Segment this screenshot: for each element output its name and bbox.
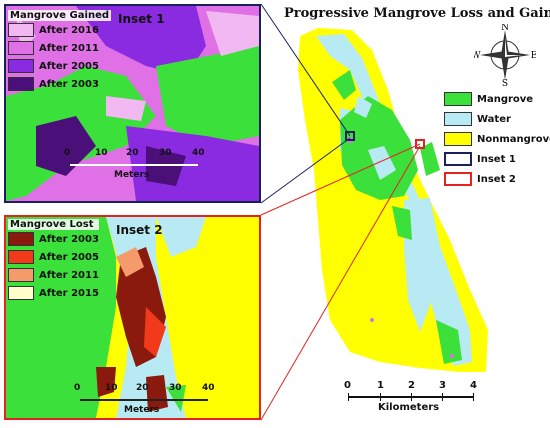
legend-item: Water — [444, 110, 550, 128]
inset2-panel: Inset 2 Mangrove Lost After 2003 After 20… — [4, 215, 261, 420]
legend-item: Nonmangrove — [444, 130, 550, 148]
main-legend: Mangrove Water Nonmangrove Inset 1 Inset 2 — [444, 90, 550, 190]
compass-e: E — [531, 51, 536, 61]
legend-swatch — [444, 92, 472, 106]
legend-item: After 2011 — [8, 266, 99, 284]
scale-unit: Meters — [114, 170, 150, 180]
inset2-marker — [415, 139, 425, 149]
scale-tick-label: 40 — [192, 148, 205, 158]
km-scale: 0 1 2 3 4 Kilometers — [344, 380, 484, 420]
legend-label: After 2003 — [39, 233, 99, 245]
legend-swatch — [8, 59, 34, 73]
compass-s: S — [502, 79, 508, 86]
scale-tick-label: 30 — [169, 383, 182, 393]
legend-label: Nonmangrove — [477, 133, 550, 145]
scale-bar — [70, 164, 198, 166]
inset1-legend: Mangrove Gained After 2016 After 2011 Afte… — [8, 10, 112, 93]
scale-tick-label: 20 — [126, 148, 139, 158]
inset1-panel: Inset 1 Mangrove Gained After 2016 After … — [4, 4, 261, 203]
legend-swatch — [8, 286, 34, 300]
scale-tick-label: 30 — [159, 148, 172, 158]
legend-item: After 2005 — [8, 248, 99, 266]
legend-swatch — [444, 112, 472, 126]
legend-label: Inset 2 — [477, 173, 516, 185]
inset1-marker — [345, 131, 355, 141]
legend-swatch — [8, 23, 34, 37]
legend-item: Mangrove — [444, 90, 550, 108]
scale-tick-label: 40 — [202, 383, 215, 393]
scale-tick-label: 0 — [74, 383, 81, 393]
legend-item: Inset 1 — [444, 150, 550, 168]
inset2-map — [6, 217, 259, 418]
legend-label: After 2003 — [39, 78, 99, 90]
legend-label: Water — [477, 113, 511, 125]
km-tick-label: 2 — [408, 380, 415, 391]
legend-item: After 2015 — [8, 284, 99, 302]
legend-item: After 2016 — [8, 21, 111, 39]
compass-w: W — [474, 51, 481, 61]
legend-label: After 2011 — [39, 42, 99, 54]
inset1-legend-title: Mangrove Gained — [8, 10, 112, 21]
legend-swatch — [8, 77, 34, 91]
inset2-legend: Mangrove Lost After 2003 After 2005 After … — [8, 219, 99, 302]
legend-swatch — [8, 268, 34, 282]
legend-item: After 2005 — [8, 57, 111, 75]
legend-swatch — [444, 152, 472, 166]
legend-item: After 2003 — [8, 75, 111, 93]
scale-tick-label: 0 — [64, 148, 71, 158]
legend-swatch — [444, 172, 472, 186]
legend-label: After 2005 — [39, 251, 99, 263]
map-title: Progressive Mangrove Loss and Gain — [284, 6, 550, 21]
km-tick-label: 0 — [344, 380, 351, 391]
inset1-title: Inset 1 — [118, 12, 165, 26]
km-tick-label: 1 — [377, 380, 384, 391]
scale-tick-label: 10 — [95, 148, 108, 158]
inset2-legend-rows: After 2003 After 2005 After 2011 After 2015 — [8, 230, 99, 302]
legend-label: After 2015 — [39, 287, 99, 299]
legend-label: Mangrove — [477, 93, 534, 105]
legend-label: Inset 1 — [477, 153, 516, 165]
legend-swatch — [8, 250, 34, 264]
inset2-legend-title: Mangrove Lost — [8, 219, 99, 230]
scale-bar — [80, 399, 208, 401]
scale-unit: Meters — [124, 405, 160, 415]
compass-n: N — [501, 24, 509, 33]
scale-tick-label: 20 — [136, 383, 149, 393]
legend-swatch — [8, 41, 34, 55]
legend-item: After 2003 — [8, 230, 99, 248]
inset1-legend-rows: After 2016 After 2011 After 2005 After 2003 — [8, 21, 111, 93]
km-tick-label: 4 — [470, 380, 477, 391]
legend-label: After 2016 — [39, 24, 99, 36]
inset1-map — [6, 6, 259, 201]
legend-swatch — [8, 232, 34, 246]
compass-icon: N S E W — [474, 24, 536, 86]
scale-tick-label: 10 — [105, 383, 118, 393]
legend-label: After 2005 — [39, 60, 99, 72]
legend-swatch — [444, 132, 472, 146]
legend-item: After 2011 — [8, 39, 111, 57]
km-tick-label: 3 — [439, 380, 446, 391]
inset2-title: Inset 2 — [116, 223, 163, 237]
km-unit: Kilometers — [378, 402, 440, 413]
legend-item: Inset 2 — [444, 170, 550, 188]
legend-label: After 2011 — [39, 269, 99, 281]
